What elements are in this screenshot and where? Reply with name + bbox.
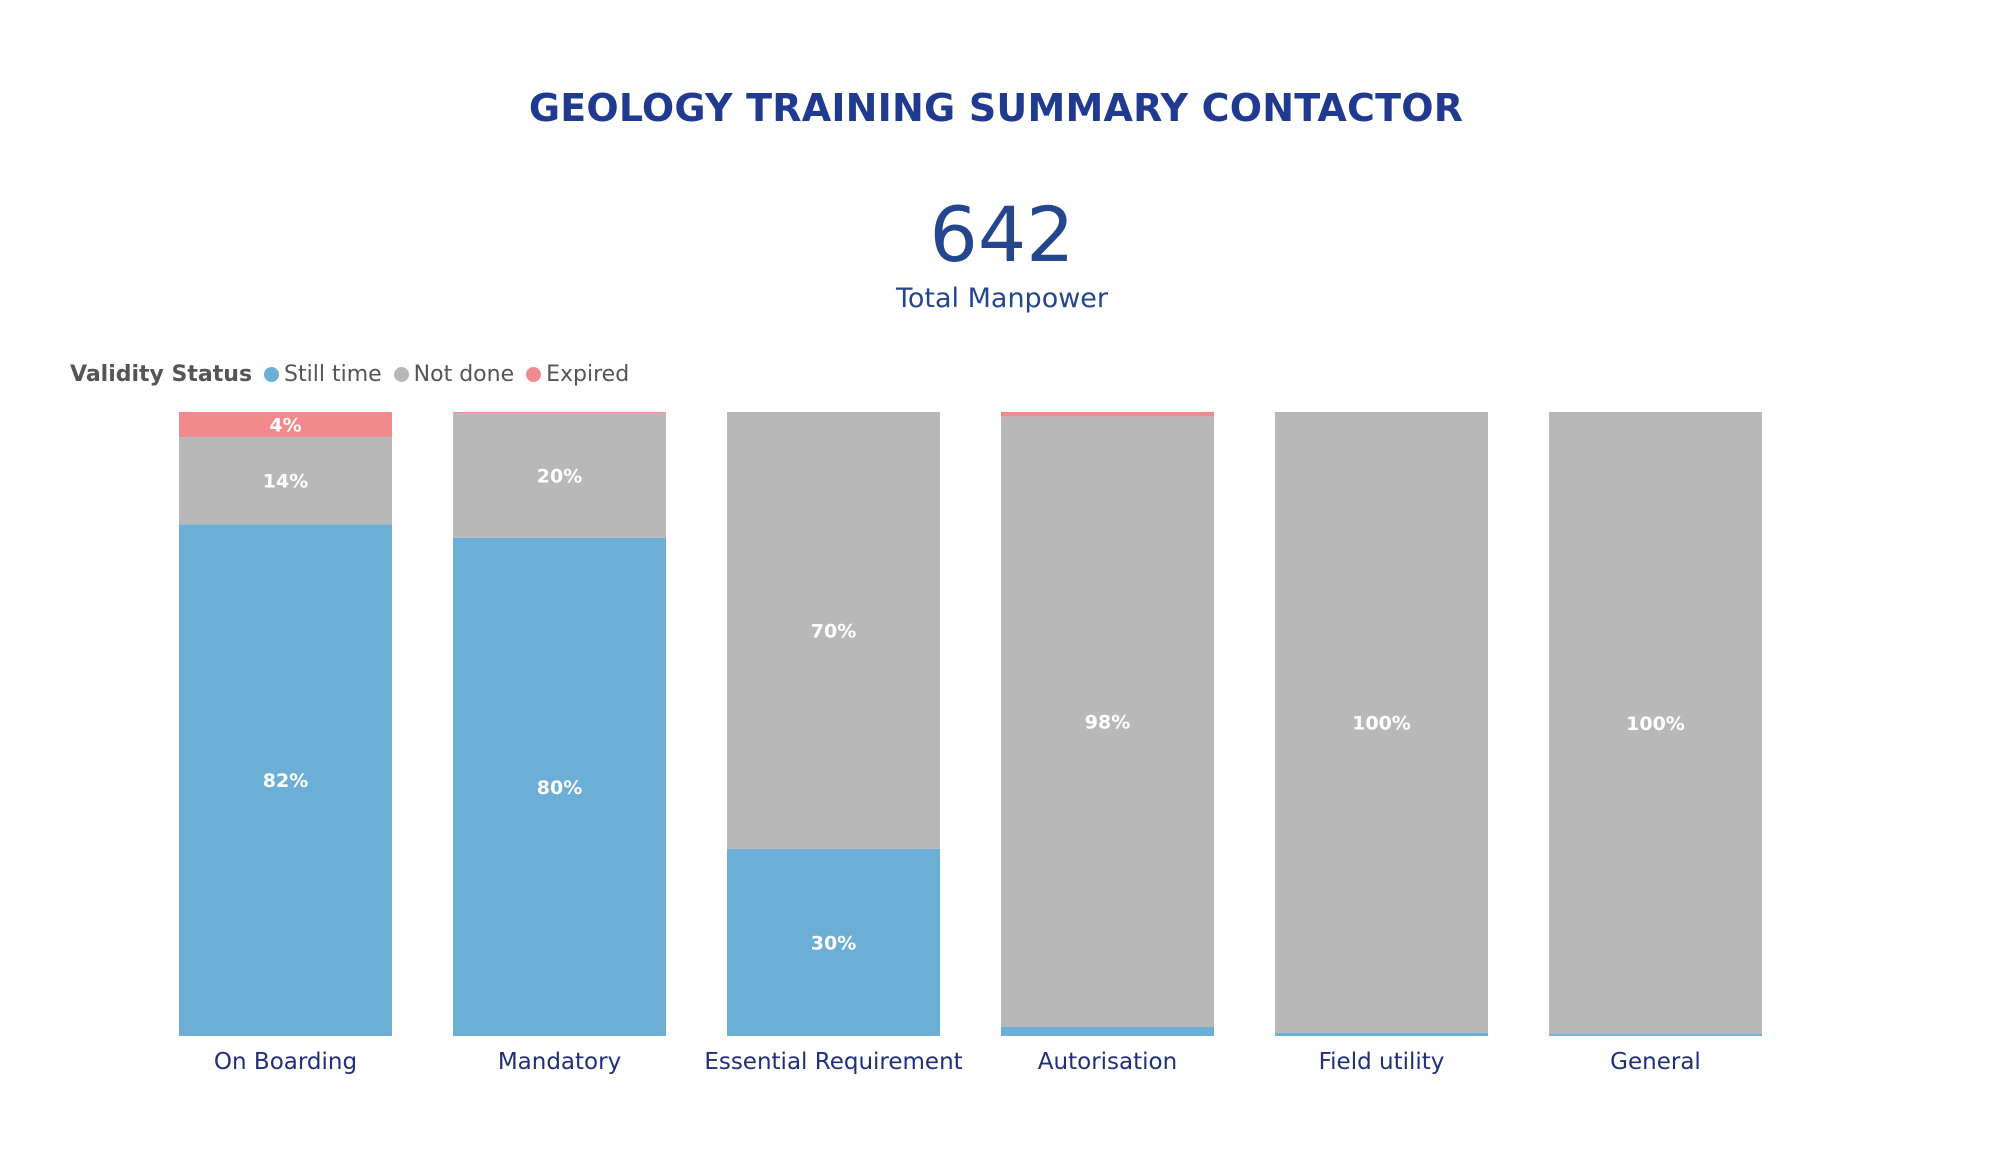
legend-item-still-time[interactable]: Still time bbox=[264, 362, 382, 387]
bar-expired-on-boarding[interactable] bbox=[179, 412, 392, 437]
data-label: 80% bbox=[537, 777, 582, 799]
still-time-dot-icon bbox=[264, 367, 280, 382]
bar-expired-autorisation[interactable] bbox=[1001, 412, 1214, 417]
data-label: 100% bbox=[1626, 713, 1685, 735]
bar-not-done-field-utility[interactable] bbox=[1275, 412, 1488, 1033]
chart-title: GEOLOGY TRAINING SUMMARY CONTACTOR bbox=[528, 86, 1464, 130]
data-label: 82% bbox=[263, 770, 308, 792]
bar-still-time-on-boarding[interactable] bbox=[179, 524, 392, 1036]
legend-item-not-done[interactable]: Not done bbox=[393, 362, 515, 387]
data-label: 14% bbox=[263, 471, 308, 493]
data-label: 70% bbox=[811, 620, 856, 642]
x-tick-label: Autorisation bbox=[1038, 1049, 1177, 1075]
bar-still-time-essential-requirement[interactable] bbox=[727, 848, 940, 1036]
bar-not-done-general[interactable] bbox=[1549, 412, 1762, 1035]
legend-label-still-time: Still time bbox=[284, 362, 382, 387]
data-label: 4% bbox=[269, 414, 301, 436]
x-tick-label: Essential Requirement bbox=[704, 1049, 962, 1075]
legend: Validity Status Still time Not done Expi… bbox=[70, 362, 641, 387]
bar-still-time-autorisation[interactable] bbox=[1001, 1026, 1214, 1036]
total-manpower-value: 642 bbox=[929, 190, 1075, 279]
legend-item-expired[interactable]: Expired bbox=[526, 362, 629, 387]
total-manpower-label: Total Manpower bbox=[895, 283, 1109, 314]
bar-still-time-field-utility[interactable] bbox=[1275, 1032, 1488, 1036]
legend-label-not-done: Not done bbox=[413, 362, 515, 387]
expired-dot-icon bbox=[526, 367, 542, 382]
x-tick-label: Mandatory bbox=[498, 1049, 621, 1075]
legend-label-expired: Expired bbox=[546, 362, 630, 387]
bar-expired-mandatory[interactable] bbox=[453, 412, 666, 414]
x-tick-label: General bbox=[1610, 1049, 1701, 1075]
not-done-dot-icon bbox=[393, 367, 409, 382]
data-label: 100% bbox=[1352, 712, 1411, 734]
x-tick-label: Field utility bbox=[1319, 1049, 1445, 1075]
bar-not-done-on-boarding[interactable] bbox=[179, 436, 392, 525]
bar-still-time-general[interactable] bbox=[1549, 1034, 1762, 1036]
legend-title: Validity Status bbox=[70, 362, 253, 387]
data-label: 30% bbox=[811, 932, 856, 954]
bar-not-done-essential-requirement[interactable] bbox=[727, 412, 940, 849]
bar-still-time-mandatory[interactable] bbox=[453, 537, 666, 1036]
bar-not-done-autorisation[interactable] bbox=[1001, 416, 1214, 1027]
bar-not-done-mandatory[interactable] bbox=[453, 413, 666, 538]
x-tick-label: On Boarding bbox=[214, 1049, 357, 1075]
data-label: 20% bbox=[537, 466, 582, 488]
data-label: 98% bbox=[1085, 712, 1130, 734]
